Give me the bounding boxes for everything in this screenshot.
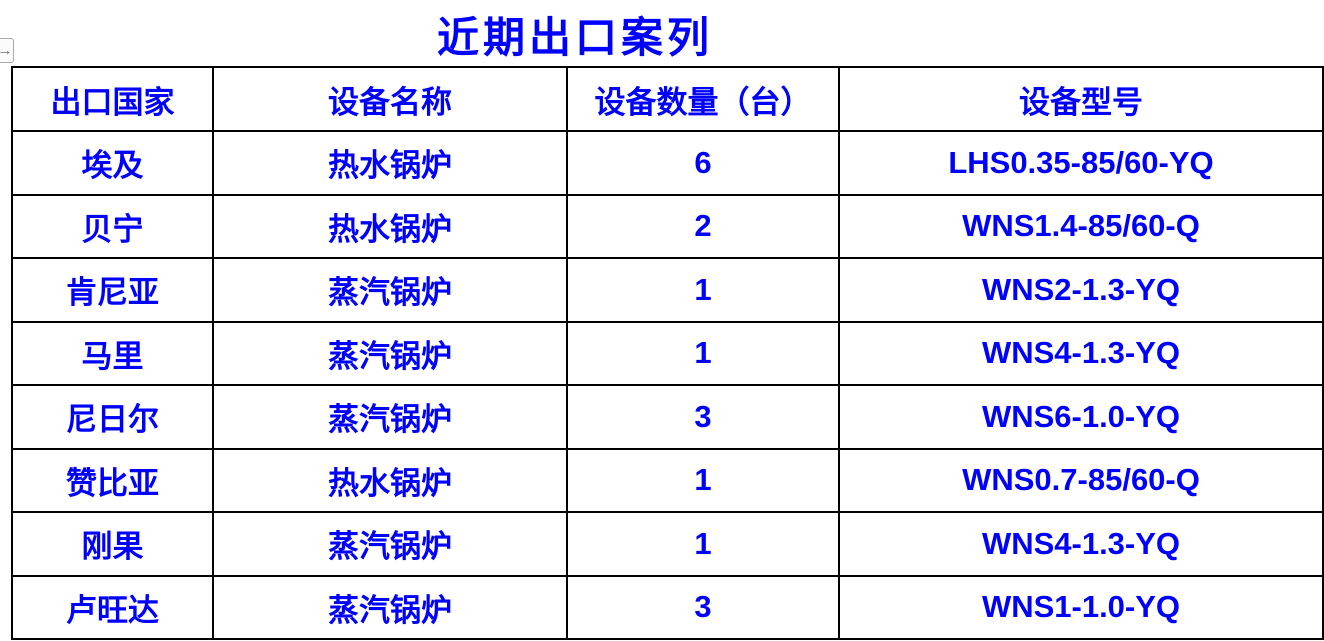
table-cell: 埃及: [11, 130, 214, 196]
page-title: 近期出口案列: [436, 14, 713, 61]
column-header-equipment-name: 设备名称: [212, 66, 568, 132]
arrow-right-icon: →: [0, 42, 13, 59]
table-cell: WNS6-1.0-YQ: [838, 384, 1324, 450]
export-cases-table: 出口国家 设备名称 设备数量（台） 设备型号 埃及 热水锅炉 6 LHS0.35-85/60…: [11, 66, 1324, 640]
column-header-country: 出口国家: [11, 66, 214, 132]
table-cell: 蒸汽锅炉: [212, 384, 568, 450]
table-cell: WNS4-1.3-YQ: [838, 320, 1324, 386]
expand-panel-button[interactable]: →: [0, 38, 14, 63]
table-cell: 1: [566, 447, 840, 513]
table-row: 马里 蒸汽锅炉 1 WNS4-1.3-YQ: [11, 320, 1324, 386]
table-cell: 卢旺达: [11, 574, 214, 640]
table-row: 刚果 蒸汽锅炉 1 WNS4-1.3-YQ: [11, 511, 1324, 577]
table-header: 出口国家 设备名称 设备数量（台） 设备型号: [11, 66, 1324, 132]
table-row: 赞比亚 热水锅炉 1 WNS0.7-85/60-Q: [11, 447, 1324, 513]
table-cell: WNS0.7-85/60-Q: [838, 447, 1324, 513]
table-row: 卢旺达 蒸汽锅炉 3 WNS1-1.0-YQ: [11, 574, 1324, 640]
table-row: 埃及 热水锅炉 6 LHS0.35-85/60-YQ: [11, 130, 1324, 196]
table-cell: 3: [566, 574, 840, 640]
table-cell: 1: [566, 511, 840, 577]
table-cell: 刚果: [11, 511, 214, 577]
table-cell: 蒸汽锅炉: [212, 257, 568, 323]
table-cell: 1: [566, 320, 840, 386]
table-body: 埃及 热水锅炉 6 LHS0.35-85/60-YQ 贝宁 热水锅炉 2 WNS1.4-85/…: [11, 130, 1324, 640]
table-cell: 2: [566, 193, 840, 259]
table-cell: WNS1-1.0-YQ: [838, 574, 1324, 640]
table-row: 肯尼亚 蒸汽锅炉 1 WNS2-1.3-YQ: [11, 257, 1324, 323]
table-cell: 热水锅炉: [212, 193, 568, 259]
table-cell: 尼日尔: [11, 384, 214, 450]
table-cell: 赞比亚: [11, 447, 214, 513]
table-cell: 肯尼亚: [11, 257, 214, 323]
table-cell: LHS0.35-85/60-YQ: [838, 130, 1324, 196]
table-cell: 蒸汽锅炉: [212, 320, 568, 386]
table-cell: 6: [566, 130, 840, 196]
column-header-model: 设备型号: [838, 66, 1324, 132]
table-cell: 蒸汽锅炉: [212, 511, 568, 577]
table-cell: 热水锅炉: [212, 447, 568, 513]
table-cell: 贝宁: [11, 193, 214, 259]
table-row: 尼日尔 蒸汽锅炉 3 WNS6-1.0-YQ: [11, 384, 1324, 450]
table-row: 贝宁 热水锅炉 2 WNS1.4-85/60-Q: [11, 193, 1324, 259]
table-cell: 热水锅炉: [212, 130, 568, 196]
table-cell: WNS4-1.3-YQ: [838, 511, 1324, 577]
column-header-quantity: 设备数量（台）: [566, 66, 840, 132]
table-cell: 1: [566, 257, 840, 323]
table-cell: 蒸汽锅炉: [212, 574, 568, 640]
table-cell: 马里: [11, 320, 214, 386]
header-row: 出口国家 设备名称 设备数量（台） 设备型号: [11, 66, 1324, 132]
table-cell: 3: [566, 384, 840, 450]
table-cell: WNS2-1.3-YQ: [838, 257, 1324, 323]
table-cell: WNS1.4-85/60-Q: [838, 193, 1324, 259]
